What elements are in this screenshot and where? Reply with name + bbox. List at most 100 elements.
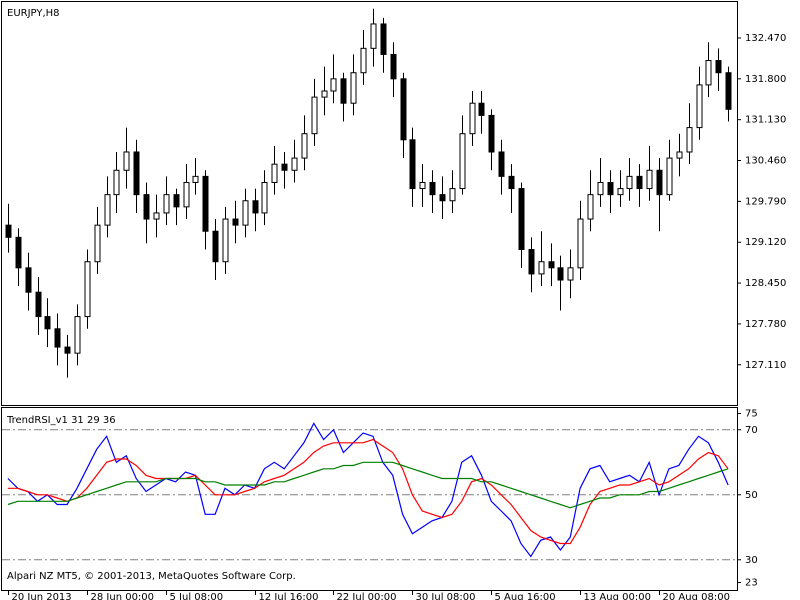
x-tick-label: 22 Jul 00:00 [337,592,397,600]
candle-body [153,212,160,220]
copyright: Alpari NZ MT5, © 2001-2013, MetaQuotes S… [7,571,296,582]
indicator-line [7,461,729,509]
candle-body [419,181,426,190]
candle-body [281,163,288,171]
symbol-title: EURJPY,H8 [7,8,60,19]
x-tick-label: 30 Jul 08:00 [416,592,476,600]
candle-body [360,47,367,74]
indicator-line [7,438,729,545]
candle-body [222,218,229,263]
candle-body [291,157,298,171]
candle-body [54,328,61,348]
candle-body [370,23,377,49]
candle-body [330,78,337,92]
indicator-panel-frame [1,407,738,591]
y-tick-label: 129.790 [745,196,786,207]
candle-body [143,194,150,220]
y-tick-label: 128.450 [745,278,786,289]
candle-body [232,218,239,226]
x-tick-label: 28 Jun 00:00 [91,592,155,600]
candle-body [646,169,653,190]
candle-body [202,175,209,232]
candle-body [74,316,81,354]
candle-body [183,181,190,208]
candle-body [636,175,643,190]
candle-body [518,188,525,251]
candle-body [321,90,328,98]
candle-body [577,218,584,269]
candle-body [607,181,614,196]
candle-body [429,181,436,196]
candle-body [508,175,515,190]
candle-body [439,194,446,202]
candle-body [173,194,180,208]
y-tick-label: 127.780 [745,319,786,330]
candle-body [123,151,130,171]
x-tick-label: 13 Aug 00:00 [584,592,651,600]
x-tick-label: 20 Jun 2013 [12,592,72,600]
candle-body [666,157,673,196]
x-tick-label: 20 Aug 08:00 [663,592,730,600]
candle-body [528,249,535,275]
candle-body [5,224,12,238]
indicator-line [7,422,729,558]
candle-body [192,175,199,183]
candle-body [686,127,693,153]
candle-body [15,236,22,269]
candle-body [133,151,140,196]
candle-body [676,151,683,159]
candle-body [311,96,318,135]
y-tick-label: 23 [745,578,758,589]
candle-body [656,169,663,196]
candle-body [488,114,495,153]
candle-body [44,316,51,330]
y-tick-label: 131.130 [745,115,786,126]
candle-body [725,72,732,110]
candle-body [696,84,703,129]
candle-body [478,102,485,116]
candle-body [715,60,722,74]
candle-body [557,267,564,281]
candle-body [94,224,101,263]
y-tick-label: 131.800 [745,74,786,85]
candle-body [567,267,574,281]
candle-body [261,181,268,214]
candle-body [252,200,259,214]
y-tick-label: 130.460 [745,156,786,167]
y-tick-label: 132.470 [745,33,786,44]
candle-body [409,139,416,190]
candle-body [498,151,505,177]
y-tick-label: 50 [745,490,758,501]
candle-body [597,181,604,196]
y-tick-label: 30 [745,555,758,566]
x-tick-label: 5 Aug 16:00 [495,592,556,600]
candle-body [350,72,357,104]
candle-body [705,60,712,86]
candle-body [242,200,249,226]
x-tick-label: 5 Jul 08:00 [170,592,224,600]
candle-body [113,169,120,196]
candle-body [587,194,594,220]
candle-body [469,102,476,135]
y-tick-label: 70 [745,425,758,436]
candle-body [84,261,91,318]
candle-body [163,194,170,214]
y-tick-label: 129.120 [745,237,786,248]
x-tick-label: 12 Jul 16:00 [259,592,319,600]
indicator-title: TrendRSI_v1 31 29 36 [6,415,116,426]
candle-body [64,346,71,354]
candle-body [25,267,32,293]
candle-body [271,163,278,183]
y-tick-label: 127.110 [745,360,786,371]
candle-body [35,291,42,318]
candle-body [340,78,347,104]
candle-body [459,133,466,190]
candle-body [104,194,111,226]
candle-body [400,78,407,141]
candle-body [212,230,219,263]
candle-body [301,133,308,159]
main-panel-frame [1,1,738,406]
candle-body [617,188,624,196]
candle-body [380,23,387,55]
